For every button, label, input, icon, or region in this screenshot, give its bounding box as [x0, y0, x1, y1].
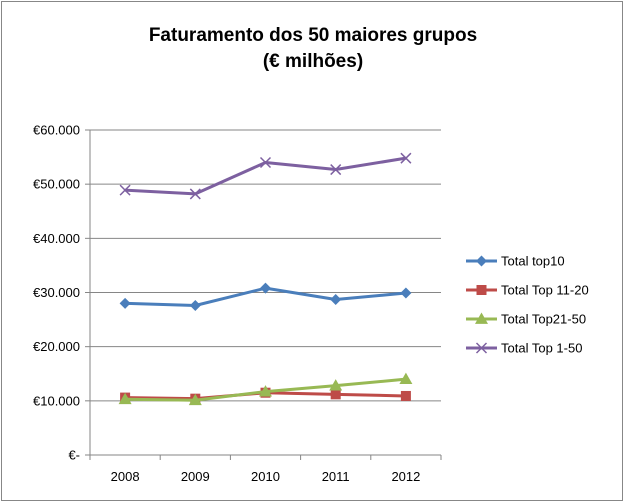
chart-title-line-1: Faturamento dos 50 maiores grupos: [149, 25, 477, 46]
legend-label: Total top10: [501, 254, 565, 269]
x-tick-label: 2010: [251, 469, 280, 484]
data-point: [118, 392, 132, 405]
data-point: [400, 152, 412, 164]
data-point: [329, 379, 343, 391]
data-point: [330, 294, 342, 306]
legend-marker-2: [475, 312, 488, 324]
data-point: [259, 156, 272, 169]
data-point: [400, 390, 411, 401]
legend-label: Total Top 11-20: [501, 283, 589, 298]
x-tick-label: 2011: [322, 469, 350, 484]
x-axis-ticks: 2008 2009 2010 2011 2012: [89, 455, 442, 484]
legend-marker-3: [475, 342, 488, 354]
y-tick-label: €-: [68, 448, 80, 463]
y-tick-label: €10.000: [33, 393, 80, 408]
legend-marker-0: [476, 255, 487, 267]
data-point: [399, 372, 413, 385]
data-point: [189, 300, 201, 311]
y-tick-label: €50.000: [33, 177, 80, 192]
data-point: [119, 297, 131, 309]
data-point: [188, 393, 202, 406]
x-tick-label: 2009: [181, 469, 210, 484]
legend: Total top10 Total Top 11-20 Total Top21-50…: [466, 254, 589, 356]
y-tick-label: €60.000: [33, 123, 80, 138]
x-tick-label: 2008: [111, 469, 140, 484]
data-point: [259, 385, 272, 397]
data-point: [330, 389, 341, 400]
x-tick-label: 2012: [391, 469, 420, 484]
y-tick-label: €20.000: [33, 339, 80, 354]
legend-label: Total Top 1-50: [501, 341, 582, 356]
series-group: [118, 152, 413, 406]
data-point: [400, 287, 412, 299]
data-point: [119, 184, 131, 196]
y-tick-label: €40.000: [33, 231, 80, 246]
legend-label: Total Top21-50: [501, 312, 586, 327]
data-point: [330, 164, 342, 176]
data-point: [260, 282, 271, 294]
data-point: [189, 188, 201, 200]
gridlines: [90, 129, 441, 402]
chart-title-line-2: (€ milhões): [263, 51, 363, 72]
y-axis-ticks: €- €10.000 €20.000 €30.000 €40.000 €50.000 €60…: [33, 123, 90, 463]
y-tick-label: €30.000: [33, 285, 80, 300]
legend-marker-1: [476, 285, 487, 295]
